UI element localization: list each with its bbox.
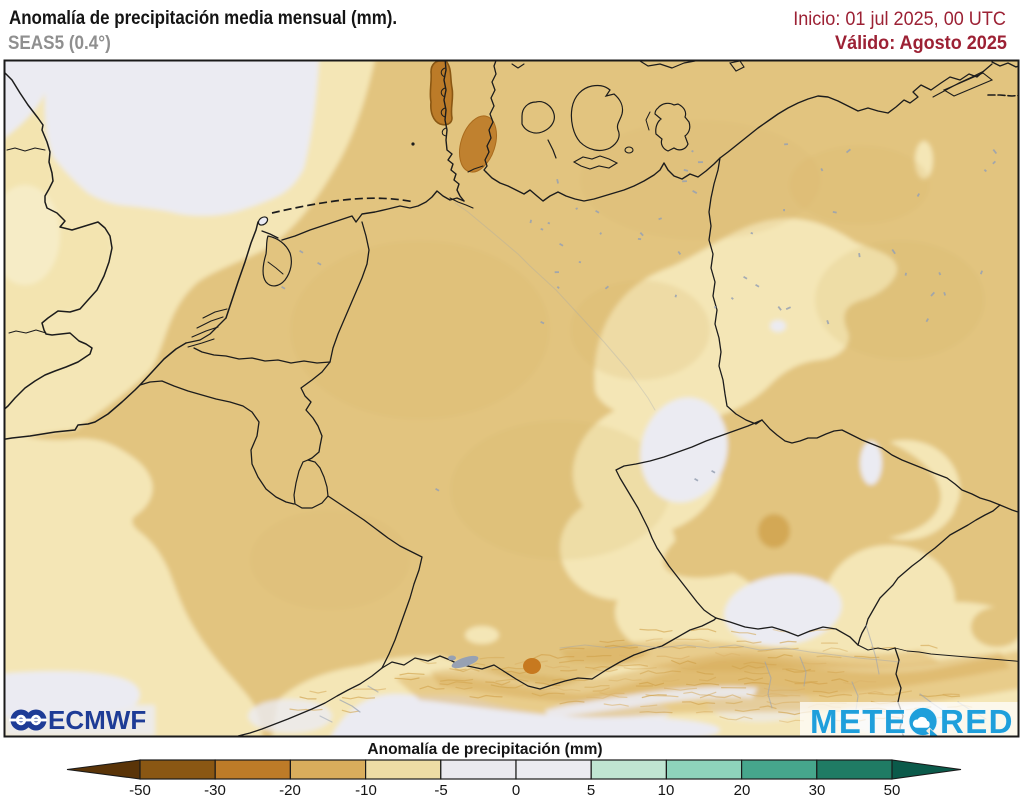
svg-text:ECMWF: ECMWF xyxy=(48,705,146,735)
svg-text:RED: RED xyxy=(940,703,1014,740)
svg-text:METE: METE xyxy=(810,703,907,740)
